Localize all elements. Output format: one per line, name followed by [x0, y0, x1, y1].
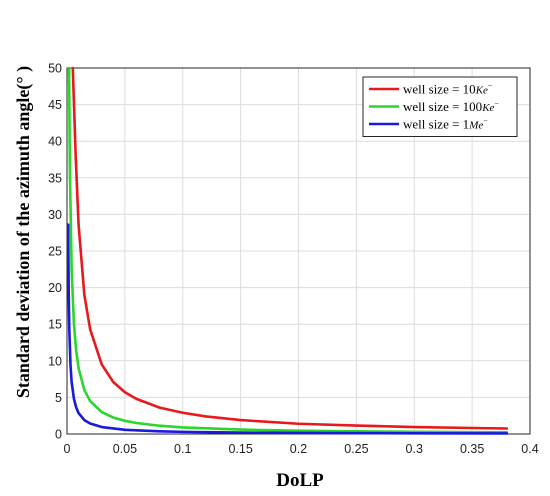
x-tick-label: 0.35	[460, 442, 484, 456]
series-line-1	[71, 66, 509, 430]
x-tick-label: 0.05	[113, 442, 137, 456]
x-tick-label: 0.4	[521, 442, 538, 456]
legend-entry: well size = 10Ke−	[403, 82, 493, 97]
x-tick-label: 0	[64, 442, 71, 456]
y-tick-label: 15	[48, 318, 62, 332]
y-tick-label: 25	[48, 245, 62, 259]
x-tick-label: 0.2	[290, 442, 307, 456]
x-tick-label: 0.1	[174, 442, 191, 456]
y-tick-label: 50	[48, 62, 62, 76]
x-tick-label: 0.25	[344, 442, 368, 456]
legend-superscript: −	[488, 82, 493, 91]
y-tick-label: 10	[48, 354, 62, 368]
series-line-3	[66, 223, 509, 435]
legend-unit: Ke	[481, 102, 494, 114]
ticks: 0 0.05 0.1 0.15 0.2 0.25 0.3 0.35 0.4 0 5 10 15 20 25 3…	[48, 62, 539, 457]
y-tick-label: 5	[55, 391, 62, 405]
legend-label: well size = 1	[403, 117, 469, 132]
legend-label: well size = 10	[403, 82, 476, 97]
y-tick-label: 45	[48, 98, 62, 112]
legend-unit: Me	[468, 120, 483, 132]
legend-label: well size = 100	[403, 99, 482, 114]
x-tick-label: 0.15	[228, 442, 252, 456]
legend-entry: well size = 1Me−	[403, 117, 488, 132]
legend-superscript: −	[494, 99, 499, 108]
y-tick-label: 35	[48, 171, 62, 185]
series-line-2	[67, 66, 509, 434]
y-tick-label: 20	[48, 281, 62, 295]
legend-superscript: −	[483, 117, 488, 126]
legend-entry: well size = 100Ke−	[403, 99, 499, 114]
x-axis-title: DoLP	[276, 470, 324, 491]
y-tick-label: 0	[55, 428, 62, 442]
series-lines	[66, 66, 509, 435]
grid	[66, 67, 531, 435]
y-axis-title: Standard deviation of the azimuth angle(…	[13, 66, 34, 398]
legend-unit: Ke	[475, 85, 488, 97]
y-tick-label: 40	[48, 135, 62, 149]
legend: well size = 10Ke−well size = 100Ke−well …	[362, 76, 518, 137]
y-tick-label: 30	[48, 208, 62, 222]
x-tick-label: 0.3	[406, 442, 423, 456]
